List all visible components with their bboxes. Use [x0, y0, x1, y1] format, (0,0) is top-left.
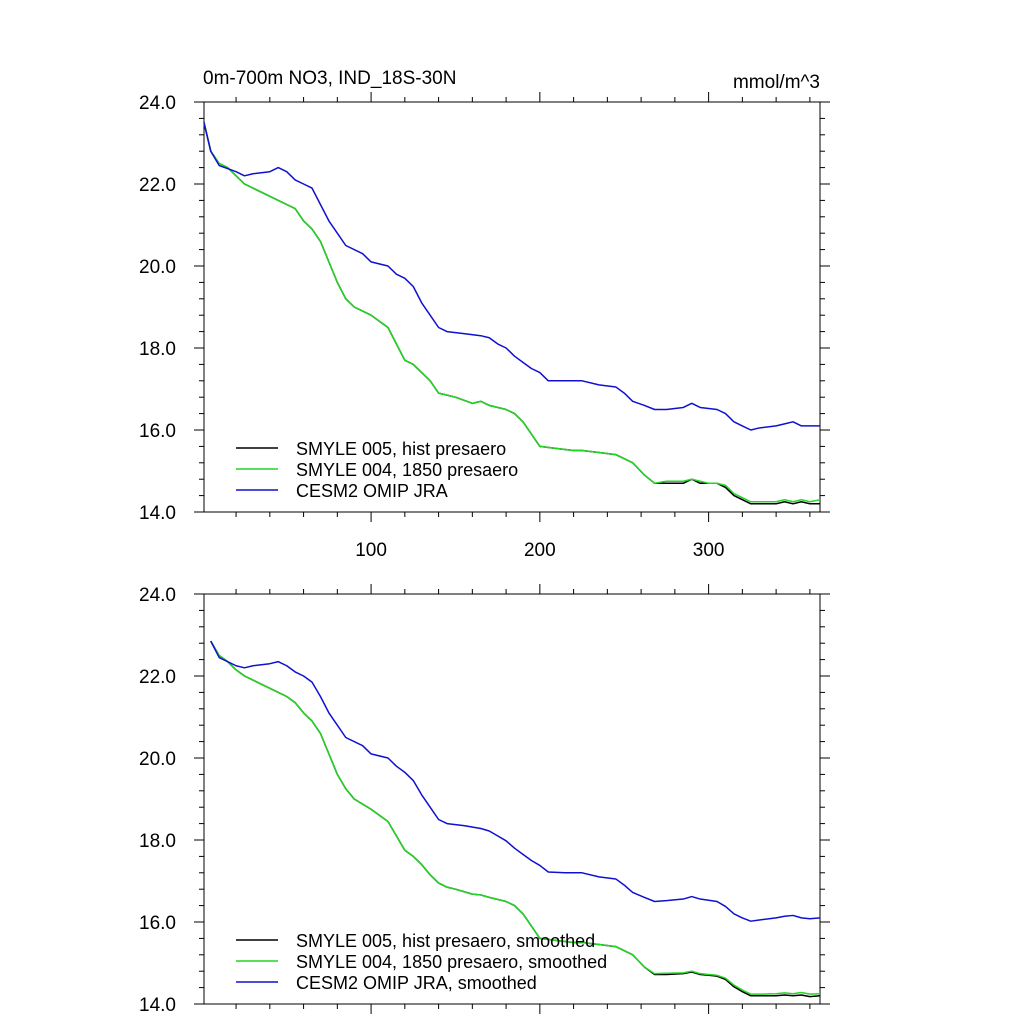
top-panel: 0m-700m NO3, IND_18S-30N mmol/m^3 14.0 1… [139, 68, 830, 561]
y-tick-label: 24.0 [139, 585, 176, 606]
y-tick-labels: 14.0 16.0 18.0 20.0 22.0 24.0 [139, 93, 176, 524]
bottom-panel: 14.0 16.0 18.0 20.0 22.0 24.0 SMYLE 005,… [139, 584, 830, 1016]
y-tick-label: 20.0 [139, 749, 176, 770]
x-tick-label: 200 [524, 540, 556, 561]
y-tick-label: 22.0 [139, 175, 176, 196]
y-tick-labels: 14.0 16.0 18.0 20.0 22.0 24.0 [139, 585, 176, 1016]
chart-title: 0m-700m NO3, IND_18S-30N [203, 68, 456, 89]
legend-label: CESM2 OMIP JRA [296, 481, 448, 501]
legend: SMYLE 005, hist presaero SMYLE 004, 1850… [236, 439, 518, 501]
y-tick-label: 18.0 [139, 831, 176, 852]
y-tick-label: 24.0 [139, 93, 176, 114]
y-tick-label: 22.0 [139, 667, 176, 688]
legend-label: SMYLE 004, 1850 presaero [296, 460, 518, 480]
series-line [210, 640, 821, 995]
series-line [210, 640, 821, 922]
x-tick-label: 300 [693, 540, 725, 561]
y-tick-label: 16.0 [139, 913, 176, 934]
plot-frame [203, 101, 821, 513]
series-line [203, 122, 820, 431]
legend-label: CESM2 OMIP JRA, smoothed [296, 973, 537, 993]
plot-frame [203, 593, 821, 1005]
series-line [203, 122, 821, 503]
x-tick-labels: 100 200 300 [355, 540, 724, 561]
tick-group [194, 584, 830, 1014]
legend-label: SMYLE 005, hist presaero, smoothed [296, 931, 595, 951]
units-label: mmol/m^3 [733, 72, 820, 93]
series-lines [203, 122, 821, 505]
y-tick-label: 14.0 [139, 503, 176, 524]
x-tick-label: 100 [355, 540, 387, 561]
series-lines [210, 640, 821, 998]
y-tick-label: 16.0 [139, 421, 176, 442]
legend-label: SMYLE 005, hist presaero [296, 439, 506, 459]
tick-group [194, 92, 830, 522]
y-tick-label: 14.0 [139, 995, 176, 1016]
legend-label: SMYLE 004, 1850 presaero, smoothed [296, 952, 607, 972]
legend: SMYLE 005, hist presaero, smoothed SMYLE… [236, 931, 607, 993]
y-tick-label: 20.0 [139, 257, 176, 278]
y-tick-label: 18.0 [139, 339, 176, 360]
